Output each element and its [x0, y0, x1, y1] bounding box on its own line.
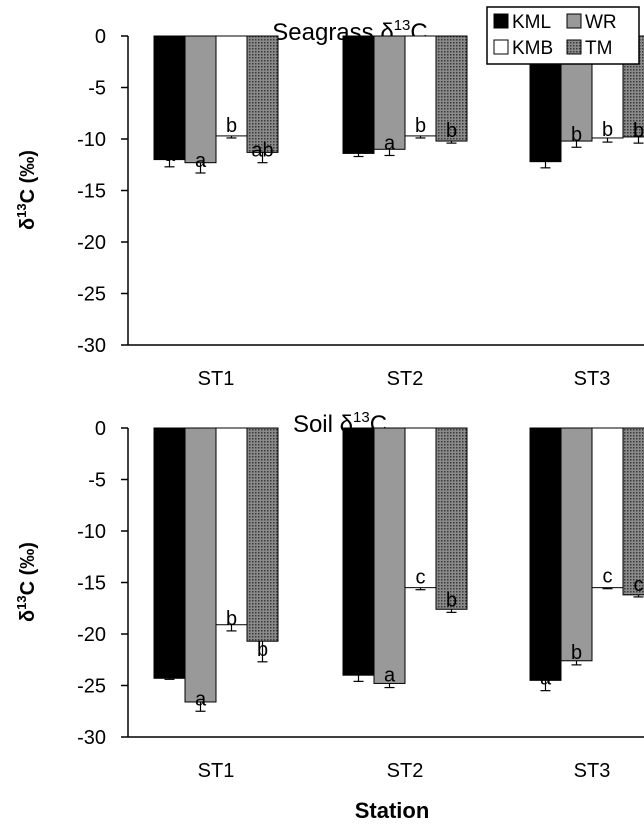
- significance-label: b: [446, 589, 457, 611]
- significance-label: b: [602, 119, 613, 141]
- bar-wr: [373, 427, 406, 684]
- bar-kmb: [404, 427, 437, 589]
- x-tick-label: ST2: [387, 368, 424, 390]
- soil-chart: Soil δ13C δ13C (‰) 0-5-10-15-20-25-30ST1…: [14, 409, 644, 782]
- legend-label-kmb: KMB: [512, 38, 553, 59]
- bar-tm: [246, 35, 279, 153]
- significance-label: b: [571, 124, 582, 146]
- legend-label-tm: TM: [585, 38, 612, 59]
- y-tick-label: -10: [77, 521, 106, 543]
- y-tick-label: -20: [77, 624, 106, 646]
- ylabel-pre: δ: [17, 610, 39, 622]
- significance-label: a: [353, 134, 365, 156]
- bar-kml: [153, 427, 186, 679]
- legend-swatch-kmb: [493, 39, 509, 55]
- significance-label: b: [226, 115, 237, 137]
- bar-wr: [373, 35, 406, 150]
- y-tick-label: -30: [77, 335, 106, 357]
- significance-label: c: [416, 567, 426, 589]
- y-tick-label: -15: [77, 181, 106, 203]
- legend-label-wr: WR: [585, 12, 617, 33]
- y-tick-label: -30: [77, 727, 106, 749]
- bar-kmb: [591, 427, 624, 589]
- ylabel-superscript: 13: [14, 203, 29, 217]
- legend: KML WR KMB TM: [486, 6, 640, 65]
- bar-kml: [342, 427, 375, 676]
- y-tick-label: -5: [88, 470, 106, 492]
- ylabel-post: C (‰): [17, 542, 39, 595]
- bar-kmb: [215, 35, 248, 137]
- y-tick-label: 0: [95, 418, 106, 440]
- title-superscript: 13: [394, 17, 411, 34]
- bar-tm: [246, 427, 279, 642]
- legend-box: [486, 6, 640, 65]
- bar-kmb: [404, 35, 437, 137]
- significance-label: a: [195, 150, 207, 172]
- legend-swatch-wr: [566, 13, 582, 29]
- bar-kmb: [215, 427, 248, 626]
- significance-label: b: [633, 120, 644, 142]
- legend-swatch-tm: [566, 39, 582, 55]
- significance-label: c: [634, 574, 644, 596]
- soil-y-axis-label: δ13C (‰): [14, 542, 39, 622]
- bar-kml: [153, 35, 186, 161]
- significance-label: a: [164, 656, 176, 678]
- y-tick-label: -15: [77, 573, 106, 595]
- x-tick-label: ST2: [387, 760, 424, 782]
- significance-label: b: [257, 639, 268, 661]
- seagrass-chart: Seagrass δ13C δ13C (‰) 0-5-10-15-20-25-3…: [14, 17, 644, 390]
- significance-label: a: [540, 668, 552, 690]
- ylabel-pre: δ: [17, 218, 39, 230]
- y-tick-label: -10: [77, 129, 106, 151]
- x-tick-label: ST3: [574, 760, 611, 782]
- significance-label: a: [540, 145, 552, 167]
- bar-wr: [184, 427, 217, 703]
- bar-wr: [560, 427, 593, 662]
- bar-tm: [622, 427, 644, 596]
- y-tick-label: -25: [77, 676, 106, 698]
- x-tick-label: ST1: [198, 760, 235, 782]
- seagrass-chart-title: Seagrass δ13C: [272, 17, 427, 46]
- x-tick-label: ST3: [574, 368, 611, 390]
- y-tick-label: -25: [77, 284, 106, 306]
- significance-label: a: [384, 132, 396, 154]
- bar-kml: [529, 427, 562, 681]
- seagrass-y-axis-label: δ13C (‰): [14, 150, 39, 230]
- x-axis-label: Station: [355, 798, 430, 823]
- y-tick-label: 0: [95, 26, 106, 48]
- significance-label: b: [446, 120, 457, 142]
- ylabel-superscript: 13: [14, 595, 29, 609]
- x-tick-label: ST1: [198, 368, 235, 390]
- significance-label: a: [164, 144, 176, 166]
- title-superscript: 13: [353, 409, 370, 426]
- ylabel-post: C (‰): [17, 150, 39, 203]
- significance-label: a: [353, 658, 365, 680]
- y-tick-label: -20: [77, 232, 106, 254]
- significance-label: c: [603, 566, 613, 588]
- significance-label: a: [384, 665, 396, 687]
- significance-label: b: [571, 642, 582, 664]
- significance-label: ab: [251, 140, 273, 162]
- significance-label: b: [415, 115, 426, 137]
- legend-label-kml: KML: [512, 12, 551, 33]
- legend-swatch-kml: [493, 13, 509, 29]
- significance-label: b: [226, 608, 237, 630]
- bar-tm: [435, 35, 468, 142]
- y-tick-label: -5: [88, 78, 106, 100]
- significance-label: a: [195, 688, 207, 710]
- bar-tm: [435, 427, 468, 610]
- bar-wr: [184, 35, 217, 164]
